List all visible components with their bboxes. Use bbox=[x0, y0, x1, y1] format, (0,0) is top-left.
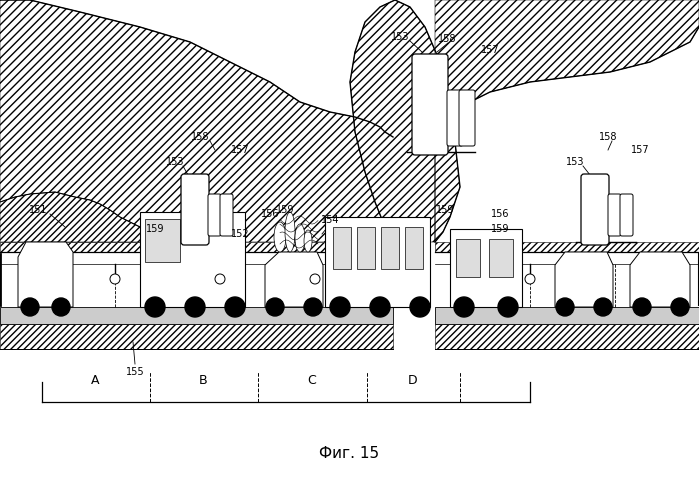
Polygon shape bbox=[456, 239, 480, 277]
Polygon shape bbox=[350, 0, 460, 242]
Circle shape bbox=[185, 297, 205, 317]
Polygon shape bbox=[265, 252, 323, 307]
Polygon shape bbox=[381, 227, 399, 269]
FancyBboxPatch shape bbox=[447, 90, 463, 146]
Text: 158: 158 bbox=[438, 34, 456, 44]
Circle shape bbox=[110, 274, 120, 284]
Circle shape bbox=[671, 298, 689, 316]
Text: 157: 157 bbox=[231, 145, 250, 155]
Circle shape bbox=[52, 298, 70, 316]
Text: Фиг. 15: Фиг. 15 bbox=[319, 446, 379, 461]
Circle shape bbox=[370, 297, 390, 317]
Text: A: A bbox=[91, 374, 99, 387]
Circle shape bbox=[266, 298, 284, 316]
Text: 158: 158 bbox=[599, 132, 617, 142]
Circle shape bbox=[304, 298, 322, 316]
Ellipse shape bbox=[295, 224, 305, 252]
Polygon shape bbox=[630, 252, 690, 307]
FancyBboxPatch shape bbox=[581, 174, 609, 245]
Ellipse shape bbox=[304, 230, 312, 252]
Text: 153: 153 bbox=[391, 32, 409, 42]
Text: 159: 159 bbox=[435, 205, 454, 215]
Polygon shape bbox=[435, 307, 699, 324]
Ellipse shape bbox=[285, 212, 295, 252]
Text: 158: 158 bbox=[191, 132, 209, 142]
FancyBboxPatch shape bbox=[208, 194, 221, 236]
Polygon shape bbox=[489, 239, 513, 277]
Polygon shape bbox=[450, 229, 522, 307]
Circle shape bbox=[594, 298, 612, 316]
Circle shape bbox=[498, 297, 518, 317]
FancyBboxPatch shape bbox=[608, 194, 621, 236]
Polygon shape bbox=[555, 252, 613, 307]
Text: 157: 157 bbox=[630, 145, 649, 155]
Circle shape bbox=[454, 297, 474, 317]
Circle shape bbox=[145, 297, 165, 317]
Circle shape bbox=[525, 274, 535, 284]
Polygon shape bbox=[435, 324, 699, 349]
FancyBboxPatch shape bbox=[620, 194, 633, 236]
Polygon shape bbox=[0, 242, 393, 252]
Polygon shape bbox=[140, 212, 245, 307]
Circle shape bbox=[21, 298, 39, 316]
Text: 151: 151 bbox=[29, 205, 48, 215]
Polygon shape bbox=[0, 0, 393, 242]
Circle shape bbox=[410, 297, 430, 317]
Text: 159: 159 bbox=[146, 224, 164, 234]
Polygon shape bbox=[0, 192, 220, 242]
Polygon shape bbox=[405, 227, 423, 269]
Circle shape bbox=[330, 297, 350, 317]
Text: 153: 153 bbox=[166, 157, 185, 167]
FancyBboxPatch shape bbox=[181, 174, 209, 245]
Polygon shape bbox=[435, 242, 699, 252]
Circle shape bbox=[633, 298, 651, 316]
Text: 157: 157 bbox=[481, 45, 499, 55]
Text: B: B bbox=[199, 374, 208, 387]
Text: D: D bbox=[408, 374, 418, 387]
Circle shape bbox=[225, 297, 245, 317]
Polygon shape bbox=[435, 0, 699, 242]
Text: 159: 159 bbox=[491, 224, 510, 234]
Text: 159: 159 bbox=[275, 205, 294, 215]
Polygon shape bbox=[0, 307, 393, 324]
Text: 154: 154 bbox=[321, 215, 339, 225]
Polygon shape bbox=[333, 227, 351, 269]
Circle shape bbox=[556, 298, 574, 316]
Text: 156: 156 bbox=[261, 209, 279, 219]
Ellipse shape bbox=[274, 222, 286, 252]
Polygon shape bbox=[0, 324, 393, 349]
Circle shape bbox=[215, 274, 225, 284]
FancyBboxPatch shape bbox=[412, 54, 448, 155]
Polygon shape bbox=[325, 217, 430, 307]
Text: 155: 155 bbox=[126, 367, 144, 377]
Text: 153: 153 bbox=[565, 157, 584, 167]
Circle shape bbox=[310, 274, 320, 284]
Text: C: C bbox=[308, 374, 317, 387]
Polygon shape bbox=[357, 227, 375, 269]
Polygon shape bbox=[145, 219, 180, 262]
FancyBboxPatch shape bbox=[220, 194, 233, 236]
Polygon shape bbox=[18, 242, 73, 307]
FancyBboxPatch shape bbox=[459, 90, 475, 146]
Text: 156: 156 bbox=[491, 209, 510, 219]
Text: 152: 152 bbox=[231, 229, 250, 239]
